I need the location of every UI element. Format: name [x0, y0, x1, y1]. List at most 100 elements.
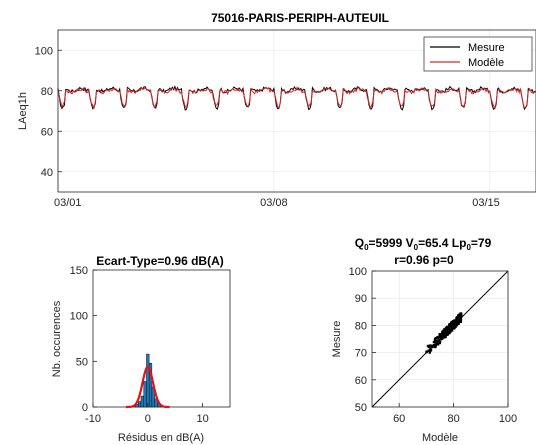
tick-label-y: 80	[41, 86, 53, 98]
timeseries-ylabel: LAeq1h	[17, 92, 29, 130]
scatter-point	[428, 344, 432, 347]
histogram-bars	[129, 353, 166, 408]
scatter-point	[458, 316, 461, 319]
tick-label-y: 100	[70, 311, 88, 323]
scatter-point	[440, 337, 444, 341]
scatter-chart: Q0=5999 V0=65.4 Lp0=79 r=0.96 p=0 50 60 70…	[331, 236, 517, 444]
scatter-point	[459, 320, 462, 323]
scatter-point	[438, 334, 441, 338]
scatter-point	[428, 351, 432, 354]
scatter-point	[453, 323, 457, 327]
tick-label-x: 0	[145, 413, 151, 425]
scatter-point	[436, 337, 440, 340]
tick-label-y: 60	[41, 126, 53, 138]
scatter-point	[425, 350, 428, 354]
histogram-bar	[140, 395, 144, 408]
scatter-subtitle: r=0.96 p=0	[394, 253, 454, 267]
tick-label-y: 70	[355, 348, 367, 360]
legend-label-mesure: Mesure	[468, 42, 505, 54]
tick-label-y: 100	[35, 45, 53, 57]
scatter-point	[452, 325, 455, 328]
tick-label-x: 03/08	[260, 197, 288, 209]
histogram-bar	[143, 381, 147, 408]
timeseries-x-ticks: 03/01 03/08 03/15	[54, 197, 500, 209]
scatter-point	[436, 343, 440, 346]
scatter-point	[459, 317, 462, 321]
scatter-point	[439, 338, 442, 341]
tick-label-x: 100	[499, 413, 517, 425]
scatter-point	[446, 331, 449, 335]
scatter-point	[454, 325, 457, 329]
histogram-y-ticks: 0 50 100 150	[70, 265, 97, 414]
scatter-point	[430, 344, 433, 348]
scatter-point	[445, 333, 449, 336]
scatter-point	[446, 329, 450, 332]
tick-label-y: 50	[76, 356, 88, 368]
scatter-point	[426, 344, 430, 348]
series-line-modele	[57, 86, 536, 110]
tick-label-y: 150	[70, 265, 88, 277]
tick-label-x: 80	[447, 413, 459, 425]
scatter-point	[457, 318, 461, 322]
scatter-point	[447, 326, 450, 330]
tick-label-y: 90	[355, 293, 367, 305]
scatter-point	[451, 323, 454, 327]
scatter-point	[441, 330, 444, 333]
histogram-ylabel: Nb. occurences	[51, 300, 63, 377]
tick-label-y: 50	[355, 402, 367, 414]
scatter-points	[425, 312, 463, 354]
scatter-point	[449, 328, 453, 331]
tick-label-x: -10	[85, 413, 101, 425]
scatter-point	[457, 321, 460, 325]
scatter-point	[443, 333, 447, 336]
tick-label-y: 80	[355, 320, 367, 332]
tick-label-y: 100	[349, 266, 367, 278]
tick-label-y: 40	[41, 167, 53, 179]
scatter-point	[432, 340, 436, 344]
legend-box	[423, 36, 533, 72]
scatter-point	[450, 322, 454, 325]
scatter-point	[429, 349, 432, 352]
scatter-point	[434, 344, 437, 348]
histogram-plot-area	[92, 269, 231, 408]
legend-label-modele: Modèle	[468, 57, 504, 69]
tick-label-x: 60	[393, 413, 405, 425]
tick-label-x: 10	[196, 413, 208, 425]
histogram-bar	[138, 401, 142, 408]
scatter-point	[429, 348, 432, 351]
scatter-point	[455, 317, 458, 320]
timeseries-chart: 75016-PARIS-PERIPH-AUTEUIL 40 60 80 100 03/…	[17, 11, 536, 209]
scatter-point	[434, 341, 438, 344]
scatter-point	[452, 326, 455, 330]
scatter-point	[448, 329, 451, 332]
scatter-title: Q0=5999 V0=65.4 Lp0=79	[355, 236, 492, 252]
histogram-title: Ecart-Type=0.96 dB(A)	[96, 254, 223, 268]
tick-label-x: 03/15	[472, 197, 500, 209]
histogram-xlabel: Résidus en dB(A)	[118, 432, 204, 444]
histogram-bar	[146, 353, 150, 408]
scatter-point	[456, 320, 459, 324]
scatter-point	[459, 312, 463, 315]
scatter-point	[441, 336, 445, 339]
scatter-xlabel: Modèle	[422, 432, 458, 444]
scatter-point	[438, 332, 441, 336]
scatter-point	[433, 338, 437, 342]
scatter-point	[446, 327, 449, 330]
scatter-point	[449, 324, 452, 327]
scatter-point	[444, 329, 448, 332]
scatter-y-ticks: 50 60 70 80 90 100	[349, 266, 376, 414]
histogram-bar	[148, 362, 153, 408]
scatter-point	[434, 336, 437, 340]
timeseries-series	[57, 85, 536, 111]
scatter-axes-box	[371, 270, 509, 408]
scatter-point	[441, 334, 445, 337]
scatter-point	[450, 326, 454, 330]
scatter-x-ticks: 60 80 100	[393, 403, 517, 425]
scatter-point	[456, 316, 460, 320]
scatter-point	[454, 319, 457, 323]
scatter-point	[436, 340, 440, 343]
timeseries-legend: Mesure Modèle	[423, 36, 533, 72]
timeseries-y-ticks: 40 60 80 100	[35, 45, 62, 179]
